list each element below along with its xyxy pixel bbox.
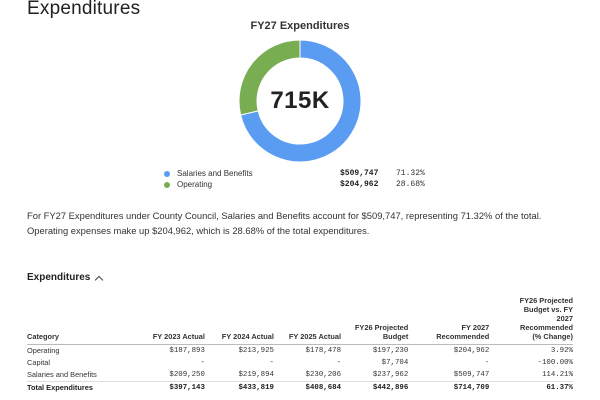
- col-fy2027: FY 2027 Recommended: [408, 296, 490, 345]
- cell-change: 61.37%: [489, 381, 573, 394]
- cell-change: 114.21%: [541, 371, 573, 379]
- cell-fy2024: $213,925: [238, 347, 274, 355]
- legend-swatch-operating: [164, 181, 170, 188]
- expenditures-table: Category FY 2023 Actual FY 2024 Actual F…: [27, 296, 573, 394]
- cell-fy2025: $230,206: [305, 371, 342, 379]
- chevron-up-icon: [95, 275, 104, 284]
- col-fy2023: FY 2023 Actual: [143, 296, 205, 345]
- expenditures-section-toggle[interactable]: Expenditures: [27, 272, 104, 284]
- page-title: Expenditures: [27, 0, 141, 19]
- col-fy26: FY26 Projected Budget: [341, 296, 409, 345]
- donut-slice-salaries-and-benefits[interactable]: [240, 40, 361, 162]
- cell-fy2027: $509,747: [453, 371, 490, 379]
- col-category: Category: [27, 296, 144, 345]
- cell-category: Total Expenditures: [27, 381, 144, 394]
- cell-fy2027: $204,962: [453, 347, 490, 355]
- cell-category: Operating: [27, 346, 60, 355]
- legend-percent: 71.32%: [396, 169, 425, 178]
- cell-fy2025: $408,684: [273, 381, 342, 394]
- legend-label: Salaries and Benefits: [177, 169, 253, 178]
- donut-slice-operating[interactable]: [239, 40, 301, 116]
- cell-fy2023: $397,143: [143, 381, 205, 394]
- table-total-row: Total Expenditures $397,143 $433,819 $40…: [27, 381, 573, 394]
- chart-title: FY27 Expenditures: [250, 20, 350, 32]
- cell-category: Capital: [27, 358, 51, 367]
- donut-chart: 715K: [239, 40, 361, 162]
- cell-fy2023: $209,250: [169, 371, 205, 379]
- summary-text: For FY27 Expenditures under County Counc…: [27, 210, 542, 236]
- table-header-row: Category FY 2023 Actual FY 2024 Actual F…: [27, 296, 573, 345]
- legend-value: $204,962: [340, 180, 379, 189]
- donut-center-label: 715K: [270, 87, 330, 114]
- cell-change: -100.00%: [537, 359, 573, 367]
- cell-fy2024: $433,819: [204, 381, 274, 394]
- cell-fy2025: -: [336, 359, 342, 367]
- section-label: Expenditures: [27, 272, 91, 283]
- legend-label: Operating: [177, 180, 213, 189]
- cell-fy2027: $714,709: [408, 381, 490, 394]
- chart-legend: Salaries and Benefits $509,747 71.32% Op…: [164, 168, 440, 190]
- cell-fy2025: $178,478: [305, 347, 342, 355]
- col-change: FY26 Projected Budget vs. FY 2027 Recomm…: [489, 296, 573, 345]
- table-row: Operating $187,893 $213,925 $178,478 $19…: [27, 345, 573, 358]
- col-fy2024: FY 2024 Actual: [204, 296, 274, 345]
- legend-item-salaries[interactable]: Salaries and Benefits $509,747 71.32%: [164, 168, 440, 179]
- table-row: Capital - - - $7,704 - -100.00%: [27, 357, 573, 369]
- cell-fy2024: -: [269, 359, 274, 367]
- legend-swatch-salaries: [164, 170, 170, 177]
- legend-value: $509,747: [340, 169, 379, 178]
- cell-fy2027: -: [484, 359, 490, 367]
- cell-fy26: $237,962: [372, 371, 409, 379]
- col-fy2025: FY 2025 Actual: [273, 296, 342, 345]
- cell-fy2024: $219,894: [238, 371, 274, 379]
- cell-category: Salaries and Benefits: [27, 370, 97, 379]
- cell-fy2023: $187,893: [169, 347, 205, 355]
- cell-fy26: $197,230: [372, 347, 409, 355]
- legend-percent: 28.68%: [396, 180, 425, 189]
- cell-fy26: $442,896: [341, 381, 409, 394]
- table-row: Salaries and Benefits $209,250 $219,894 …: [27, 369, 573, 382]
- cell-change: 3.92%: [550, 347, 573, 355]
- legend-item-operating[interactable]: Operating $204,962 28.68%: [164, 179, 440, 190]
- cell-fy26: $7,704: [381, 359, 409, 367]
- cell-fy2023: -: [200, 359, 205, 367]
- donut-svg: [239, 40, 361, 162]
